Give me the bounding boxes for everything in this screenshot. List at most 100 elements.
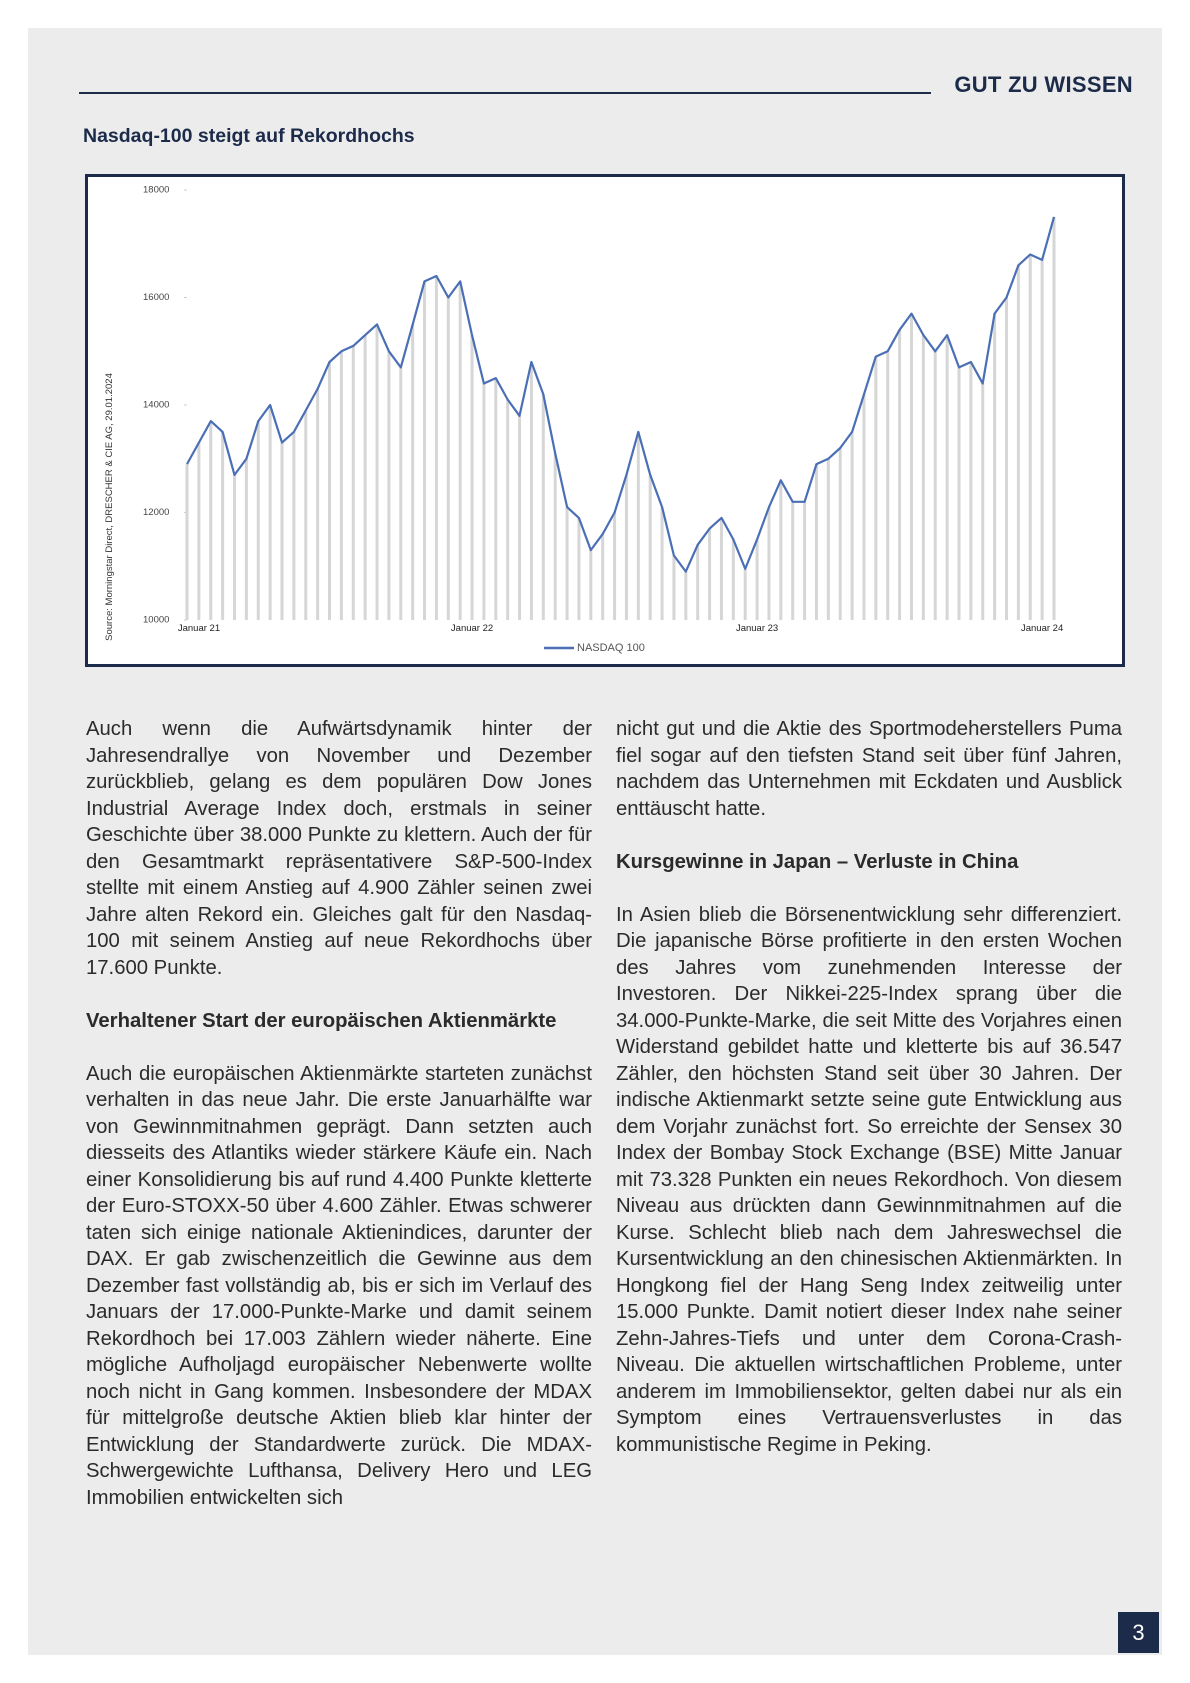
drop-line (280, 442, 284, 620)
drop-line (387, 351, 391, 620)
drop-line (411, 324, 415, 620)
drop-line (1004, 297, 1008, 620)
drop-line (838, 448, 842, 620)
drop-line (363, 335, 367, 620)
drop-line (957, 367, 961, 620)
drop-line (482, 383, 486, 620)
drop-line (316, 388, 320, 620)
drop-line (886, 351, 890, 620)
drop-line (553, 453, 557, 620)
y-tick-label: 12000 (143, 507, 169, 518)
header-rule (79, 92, 931, 94)
heading: Kursgewinne in Japan – Verluste in China (616, 850, 1019, 873)
drop-line (434, 276, 438, 620)
x-tick-label: Januar 22 (451, 623, 493, 634)
legend-label: NASDAQ 100 (577, 642, 645, 654)
y-tick-label: 18000 (143, 185, 169, 196)
drop-line (814, 464, 818, 620)
drop-line (304, 410, 308, 620)
y-tick-label: 10000 (143, 615, 169, 626)
heading: Verhaltener Start der europäischen Aktie… (86, 1009, 557, 1032)
drop-line (826, 458, 830, 620)
y-tick-label: 14000 (143, 400, 169, 411)
chart-frame: Source: Morningstar Direct, DRESCHER & C… (85, 174, 1125, 667)
drop-line (874, 356, 878, 620)
chart: Source: Morningstar Direct, DRESCHER & C… (104, 185, 1063, 654)
drop-line (743, 568, 747, 620)
drop-line (898, 329, 902, 620)
drop-line (185, 464, 189, 620)
drop-line (624, 474, 628, 620)
drop-line (613, 512, 617, 620)
drop-line (719, 517, 723, 620)
column: nicht gut und die Aktie des Sportmodeher… (616, 716, 1122, 1458)
x-tick-label: Januar 24 (1021, 623, 1063, 634)
drop-line (506, 399, 510, 620)
drop-line (565, 507, 569, 620)
drop-line (708, 528, 712, 620)
drop-line (589, 550, 593, 620)
section-title: GUT ZU WISSEN (954, 72, 1133, 97)
drop-line (601, 534, 605, 620)
x-tick-label: Januar 23 (736, 623, 778, 634)
drop-line (850, 431, 854, 620)
drop-line (423, 281, 427, 620)
drop-line (1028, 254, 1032, 620)
drop-line (933, 351, 937, 620)
drop-line (779, 480, 783, 620)
drop-line (541, 394, 545, 620)
series-line (186, 216, 1056, 573)
drop-line (458, 281, 462, 620)
drop-line (909, 313, 913, 620)
drop-line (684, 571, 688, 620)
drop-line (755, 539, 759, 620)
column: Auch wenn die Aufwärtsdynamik hinter der… (86, 716, 592, 1511)
page-number: 3 (1118, 1612, 1159, 1653)
drop-line (636, 431, 640, 620)
drop-line (399, 367, 403, 620)
drop-line (209, 421, 213, 620)
drop-line (803, 501, 807, 620)
drop-line (696, 544, 700, 620)
chart-source: Source: Morningstar Direct, DRESCHER & C… (104, 373, 115, 641)
drop-line (518, 415, 522, 620)
drop-line (1016, 265, 1020, 620)
drop-line (256, 421, 260, 620)
drop-line (1040, 259, 1044, 620)
drop-line (660, 507, 664, 620)
drop-line (672, 555, 676, 620)
drop-line (862, 394, 866, 620)
drop-line (268, 405, 272, 620)
drop-line (648, 474, 652, 620)
drop-line (221, 431, 225, 620)
drop-line (351, 345, 355, 620)
drop-line (969, 362, 973, 620)
paragraph: Auch die europäischen Aktienmärkte start… (86, 1062, 592, 1509)
drop-line (446, 297, 450, 620)
drop-line (494, 378, 498, 620)
drop-line (731, 539, 735, 620)
drop-line (791, 501, 795, 620)
drop-line (921, 335, 925, 620)
drop-line (529, 362, 533, 620)
drop-line (197, 442, 201, 620)
drop-line (339, 351, 343, 620)
drop-line (1052, 216, 1056, 620)
paragraph: In Asien blieb die Börsenentwicklung seh… (616, 903, 1122, 1456)
drop-line (767, 507, 771, 620)
drop-line (945, 335, 949, 620)
drop-line (577, 517, 581, 620)
drop-line (993, 313, 997, 620)
drop-line (981, 383, 985, 620)
drop-line (375, 324, 379, 620)
drop-line (328, 362, 332, 620)
x-tick-label: Januar 21 (178, 623, 220, 634)
drop-line (292, 431, 296, 620)
paragraph: Auch wenn die Aufwärtsdynamik hinter der… (86, 718, 592, 979)
paragraph: nicht gut und die Aktie des Sportmodeher… (616, 718, 1122, 820)
drop-line (244, 458, 248, 620)
drop-line (470, 335, 474, 620)
chart-title: Nasdaq-100 steigt auf Rekordhochs (83, 125, 415, 147)
y-tick-label: 16000 (143, 292, 169, 303)
